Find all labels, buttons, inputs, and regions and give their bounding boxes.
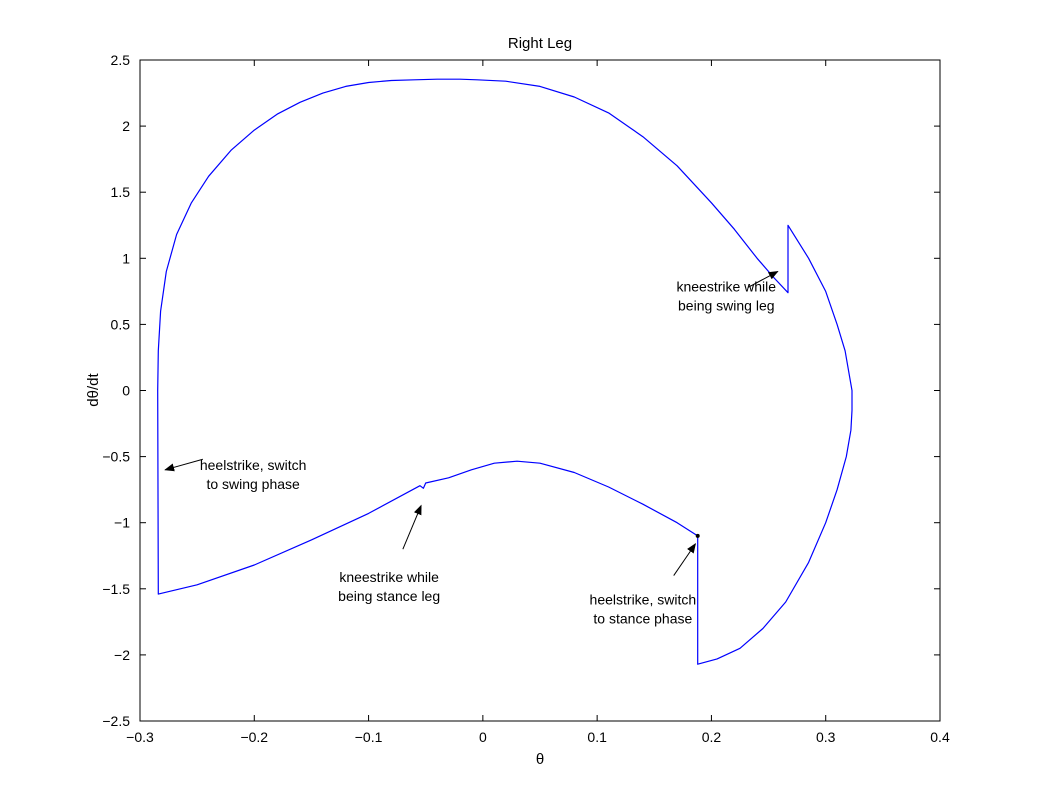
annotations: kneestrike while being swing leg heelstrik… xyxy=(164,271,779,627)
y-tick-label: 2.5 xyxy=(111,52,131,68)
annotation-text: being swing leg xyxy=(678,297,775,313)
y-tick-label: 0 xyxy=(122,383,130,399)
series-line xyxy=(157,78,853,665)
y-tick-label: −2.5 xyxy=(102,713,130,729)
x-tick-label: 0.2 xyxy=(702,729,722,745)
annotation-text: heelstrike, switch xyxy=(200,457,307,473)
x-axis-label: θ xyxy=(536,751,544,768)
plot-area xyxy=(139,59,941,722)
annotation-text: kneestrike while xyxy=(676,278,776,294)
annotation-text: to stance phase xyxy=(593,611,692,627)
x-tick-label: −0.1 xyxy=(355,729,383,745)
x-tick-label: 0.4 xyxy=(930,729,950,745)
y-tick-label: 1.5 xyxy=(111,184,131,200)
y-tick-label: −1 xyxy=(114,515,130,531)
annotation-text: heelstrike, switch xyxy=(590,592,697,608)
annotation-arrow xyxy=(673,543,696,576)
annotation-arrow xyxy=(747,271,779,288)
annotation-text: to swing phase xyxy=(206,476,300,492)
x-axis-ticks: −0.3 −0.2 −0.1 0 0.1 0.2 0.3 0.4 xyxy=(126,60,950,745)
x-tick-label: −0.2 xyxy=(240,729,268,745)
heelstrike-marker xyxy=(695,533,700,538)
chart-title: Right Leg xyxy=(508,35,572,52)
x-tick-label: 0 xyxy=(479,729,487,745)
y-axis-label: dθ/dt xyxy=(85,372,102,406)
y-tick-label: −0.5 xyxy=(102,449,130,465)
x-tick-label: −0.3 xyxy=(126,729,154,745)
x-tick-label: 0.1 xyxy=(587,729,607,745)
annotation-arrow xyxy=(164,458,203,472)
x-tick-label: 0.3 xyxy=(816,729,836,745)
annotation-text: kneestrike while xyxy=(339,569,439,585)
annotation-text: being stance leg xyxy=(338,588,440,604)
y-tick-label: 1 xyxy=(122,250,130,266)
y-axis-ticks: −2.5 −2 −1.5 −1 −0.5 0 0.5 1 1.5 2 2.5 xyxy=(102,52,940,729)
annotation-arrow xyxy=(402,504,422,550)
y-tick-label: 2 xyxy=(122,118,130,134)
y-tick-label: 0.5 xyxy=(111,316,131,332)
y-tick-label: −2 xyxy=(114,647,130,663)
y-tick-label: −1.5 xyxy=(102,581,130,597)
